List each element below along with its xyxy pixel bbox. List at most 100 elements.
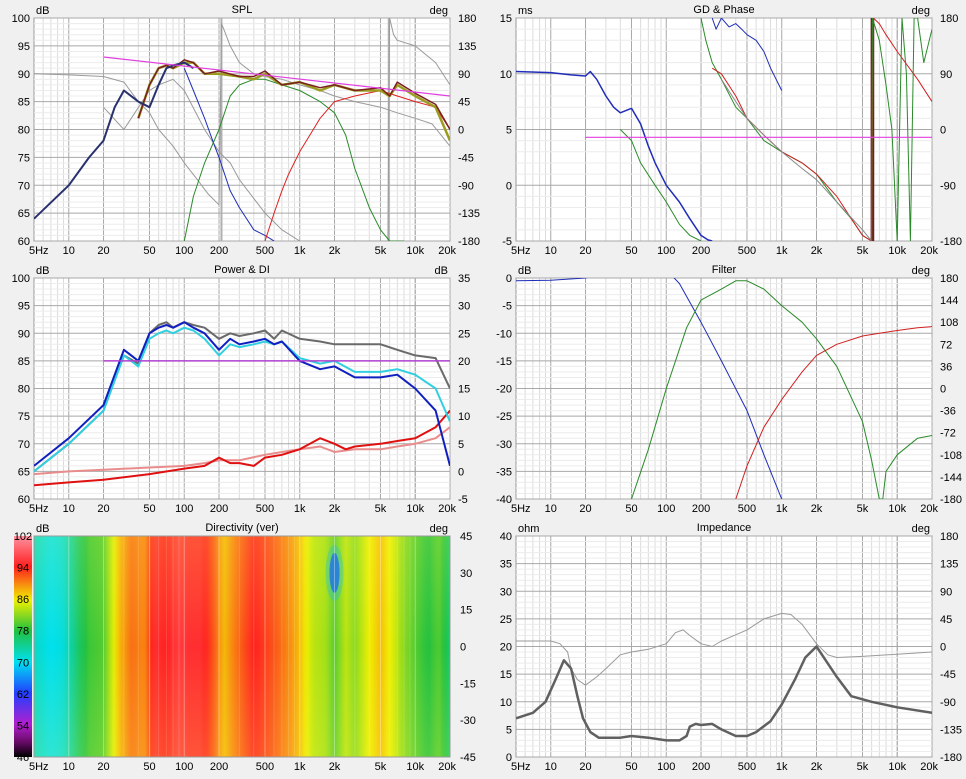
chart-title: Impedance <box>697 522 751 534</box>
x-tick-label: 5k <box>375 761 387 773</box>
x-tick-label: 5k <box>857 503 869 515</box>
x-tick-label: 50 <box>143 503 155 515</box>
y-tick-label: 5 <box>506 724 512 736</box>
filter-chart: -40 -35 -30 -25 -20 -15 -10 -5 -180 -144 -108 -72 -3… <box>496 264 962 515</box>
directivity-notch <box>329 552 340 593</box>
x-tick-label: 10k <box>406 761 424 773</box>
series-line <box>34 321 450 467</box>
x-tick-label: 20k <box>438 761 456 773</box>
y2-tick-label: 0 <box>940 125 946 137</box>
y2-tick-label: -45 <box>460 752 476 764</box>
y-tick-label: 65 <box>18 208 30 220</box>
y-tick-label: -15 <box>496 356 512 368</box>
plot-border <box>33 535 451 758</box>
right-unit-label: deg <box>912 265 930 277</box>
right-unit-label: dB <box>435 265 448 277</box>
x-tick-label: 10k <box>406 503 424 515</box>
x-tick-label: 10 <box>63 245 75 257</box>
x-tick-label: 5k <box>857 245 869 257</box>
x-tick-label: 200 <box>692 761 710 773</box>
y2-tick-label: 144 <box>940 295 958 307</box>
y2-tick-label: -90 <box>458 180 474 192</box>
x-tick-label: 200 <box>210 761 228 773</box>
directivity-notch-halo <box>325 544 344 601</box>
x-tick-label: 100 <box>657 245 675 257</box>
x-tick-label: 5Hz <box>511 245 531 257</box>
series-line <box>619 129 702 241</box>
y2-tick-label: -108 <box>940 450 962 462</box>
y2-tick-label: -180 <box>458 236 480 248</box>
x-tick-label: 10 <box>545 761 557 773</box>
y2-tick-label: 10 <box>458 411 470 423</box>
y-tick-label: 75 <box>18 152 30 164</box>
colorbar-label: 102 <box>14 531 32 543</box>
y-tick-label: -20 <box>496 384 512 396</box>
series-line <box>103 18 450 241</box>
y-tick-label: 100 <box>12 273 30 285</box>
series-line <box>516 278 783 499</box>
x-tick-label: 500 <box>738 761 756 773</box>
series-line <box>34 61 194 220</box>
y2-tick-label: 0 <box>458 466 464 478</box>
series-line <box>34 23 450 206</box>
series-group <box>516 278 932 499</box>
series-line <box>264 90 450 241</box>
x-tick-label: 50 <box>625 761 637 773</box>
x-tick-label: 500 <box>256 503 274 515</box>
x-tick-label: 100 <box>175 503 193 515</box>
colorbar-label: 86 <box>17 594 29 606</box>
power-chart: 60 65 70 75 80 85 90 95 -5 0 5 10 15 20 25 30 100 35 dB dB 5… <box>12 264 471 515</box>
x-tick-label: 50 <box>143 761 155 773</box>
series-line <box>871 18 932 241</box>
y-tick-label: 85 <box>18 356 30 368</box>
series-line <box>34 326 450 473</box>
series-group <box>516 612 932 742</box>
y2-tick-label: 0 <box>460 642 466 654</box>
x-tick-label: 100 <box>175 761 193 773</box>
y-tick-label: 0 <box>506 273 512 285</box>
x-tick-label: 5k <box>857 761 869 773</box>
x-tick-label: 20k <box>920 761 938 773</box>
x-tick-label: 2k <box>811 503 823 515</box>
left-unit-label: dB <box>518 265 531 277</box>
y2-tick-label: 25 <box>458 328 470 340</box>
series-line <box>516 70 713 241</box>
x-tick-label: 100 <box>657 503 675 515</box>
series-line <box>34 409 450 487</box>
y2-tick-label: 135 <box>940 559 958 571</box>
x-tick-label: 20 <box>579 503 591 515</box>
y2-tick-label: -180 <box>940 752 962 764</box>
x-tick-label: 200 <box>210 245 228 257</box>
chart-title: SPL <box>232 4 253 16</box>
x-tick-label: 20 <box>97 245 109 257</box>
y-tick-label: 15 <box>500 13 512 25</box>
y2-tick-label: -180 <box>940 494 962 506</box>
x-tick-label: 10k <box>888 245 906 257</box>
y-tick-label: 85 <box>18 97 30 109</box>
x-tick-label: 5Hz <box>511 503 531 515</box>
y-tick-label: -10 <box>496 328 512 340</box>
y-tick-label: 70 <box>18 439 30 451</box>
x-tick-label: 20 <box>579 761 591 773</box>
colorbar-label: 94 <box>17 563 29 575</box>
y2-tick-label: 20 <box>458 356 470 368</box>
colorbar-label: 62 <box>17 689 29 701</box>
colorbar-label: 46 <box>17 752 29 764</box>
chart-title: Power & DI <box>214 264 270 276</box>
y2-tick-label: 15 <box>460 605 472 617</box>
series-line <box>516 645 932 742</box>
x-tick-label: 5k <box>375 245 387 257</box>
y-tick-label: 15 <box>500 669 512 681</box>
y2-tick-label: 36 <box>940 361 952 373</box>
y-tick-label: 80 <box>18 125 30 137</box>
x-tick-label: 10 <box>545 503 557 515</box>
y-tick-label: 75 <box>18 411 30 423</box>
left-unit-label: dB <box>36 523 49 535</box>
impedance-chart: 0 5 10 15 20 25 30 35 -180 -135 -90 -45 0 45 90 135 40 18… <box>500 522 962 773</box>
y-tick-label: 90 <box>18 69 30 81</box>
x-tick-label: 10k <box>888 503 906 515</box>
y-tick-label: -5 <box>502 236 512 248</box>
x-tick-label: 1k <box>776 761 788 773</box>
y-tick-label: -30 <box>496 439 512 451</box>
x-tick-label: 200 <box>692 245 710 257</box>
